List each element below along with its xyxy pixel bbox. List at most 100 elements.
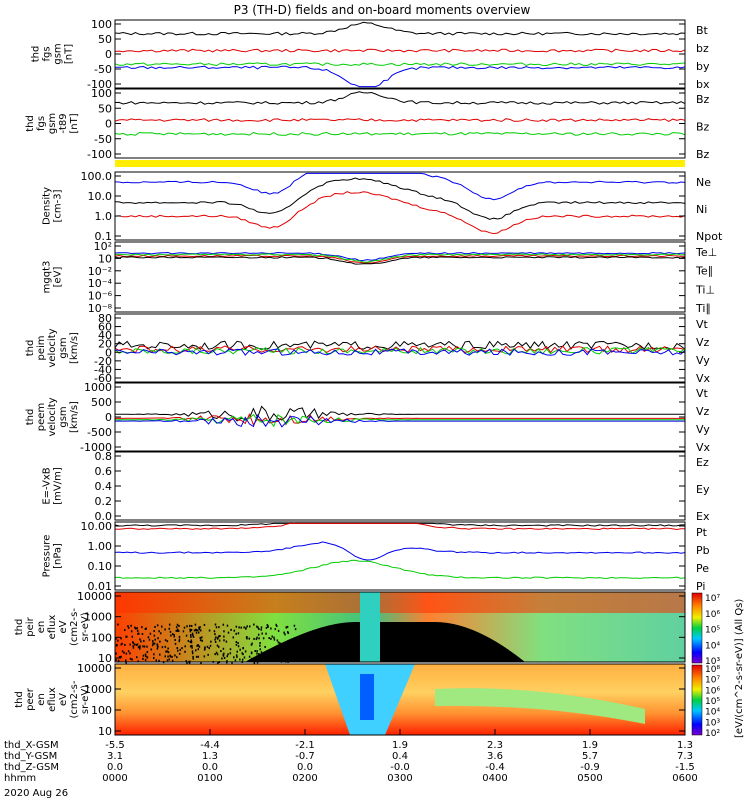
spectrogram-ion-dot <box>262 637 265 640</box>
spectrogram-ion-dot <box>240 626 242 629</box>
ylabel-density: Density <box>42 187 53 225</box>
spectrogram-ion-dot <box>259 644 261 647</box>
legend-peem_velocity-Vz: Vz <box>696 405 710 418</box>
colorbar-tick-electron: 10² <box>705 729 720 739</box>
spectrogram-ion-dot <box>152 640 154 643</box>
spectrogram-ion-dot <box>214 640 217 643</box>
spectrogram-ion-dot <box>160 625 163 628</box>
ylabel-peir_eflux: en <box>36 621 47 634</box>
spectrogram-ion-dot <box>145 627 147 630</box>
series-line-peim_velocity-0 <box>114 340 686 351</box>
spectrogram-ion-void <box>245 622 525 662</box>
legend-fgs_gsm_t89-Bz: Bz <box>696 121 710 134</box>
ytick-label-efield: 0.2 <box>95 495 113 508</box>
spectrogram-ion-dot <box>235 643 238 646</box>
series-line-fgs_gsm_t89-2 <box>114 131 686 136</box>
spectrogram-ion-dot <box>276 652 278 655</box>
spectrogram-electron-core <box>360 674 374 720</box>
spectrogram-ion-dot <box>153 634 156 637</box>
panel-fgs_gsm: 100 50 0 -50 -100 thd fgs gsm [nT] Bt bz by bx <box>31 18 710 91</box>
xtick-label: 0.4 <box>392 751 408 762</box>
spectrogram-ion-dot <box>127 625 129 628</box>
spectrogram-ion-dot <box>153 642 156 645</box>
spectrogram-ion-dot <box>148 638 151 641</box>
plot-frame-peir_eflux <box>114 591 686 663</box>
series-line-density-2 <box>114 172 686 201</box>
spectrogram-ion-dot <box>171 633 174 636</box>
spectrogram-ion-dot <box>166 650 168 653</box>
spectrogram-ion-dot <box>173 635 176 638</box>
spectrogram-ion-dot <box>158 659 160 662</box>
spectrogram-ion-dot <box>201 636 203 639</box>
xaxis-row-label: hhmm <box>4 773 36 784</box>
spectrogram-ion-dot <box>216 637 219 640</box>
spectrogram-ion-dot <box>220 650 222 653</box>
spectrogram-ion-dot <box>191 646 193 649</box>
spectrogram-ion-dot <box>261 632 263 635</box>
spectrogram-ion-dot <box>144 655 147 658</box>
xtick-label: 0.0 <box>297 762 313 773</box>
legend-temperature-Ti∥: Ti∥ <box>695 302 711 315</box>
ytick-label-efield: 0.4 <box>95 480 113 493</box>
spectrogram-ion-hi <box>115 592 685 613</box>
xaxis-row-label: thd_X-GSM <box>4 740 59 751</box>
spectrogram-ion-dot <box>191 632 194 635</box>
spectrogram-ion-dot <box>256 625 258 628</box>
spectrogram-ion-dot <box>139 638 141 641</box>
spectrogram-ion-dot <box>189 630 192 633</box>
spectrogram-ion-dot <box>292 658 294 661</box>
spectrogram-ion-dot <box>215 651 218 654</box>
ylabel-peem_velocity: thd <box>25 409 36 426</box>
spectrogram-ion-dot <box>227 631 230 634</box>
spectrogram-ion-dot <box>125 652 128 655</box>
legend-density-Ne: Ne <box>696 176 711 189</box>
spectrogram-ion-dot <box>140 640 142 643</box>
spectrogram-ion-dot <box>117 659 120 662</box>
ylabel-pressure: [nPa] <box>53 543 64 569</box>
ylabel-fgs_gsm: fgs <box>42 46 53 61</box>
ytick-label-fgs_gsm_t89: -100 <box>87 148 112 161</box>
spectrogram-ion-dot <box>293 624 296 627</box>
xtick-label: 0200 <box>292 773 317 784</box>
spectrogram-ion-dot <box>274 648 276 651</box>
xtick-label: 1.9 <box>392 740 408 751</box>
spectrogram-ion-dot <box>244 650 247 653</box>
spectrogram-ion-dot <box>167 647 169 650</box>
spectrogram-ion-dot <box>151 644 154 647</box>
legend-fgs_gsm-Bt: Bt <box>696 24 709 37</box>
spectrogram-ion-dot <box>164 655 166 658</box>
spectrogram-ion-dot <box>268 653 271 656</box>
ylabel-pressure: Pressure <box>42 535 53 578</box>
ytick-label-efield: 0.6 <box>95 465 113 478</box>
spectrogram-ion-dot <box>117 623 119 626</box>
ylabel-peir_eflux: sr-eV) <box>80 612 91 641</box>
spectrogram-ion-dot <box>225 640 228 643</box>
spectrogram-ion-dot <box>270 627 272 630</box>
ytick-label-peem_velocity: -1000 <box>80 441 112 454</box>
spectrogram-ion-dot <box>250 652 253 655</box>
ytick-label-fgs_gsm_t89: 0 <box>105 118 112 131</box>
spectrogram-ion-dot <box>214 623 217 626</box>
ylabel-peir_eflux: eV <box>58 620 69 633</box>
ytick-label-fgs_gsm: 0 <box>105 48 112 61</box>
spectrogram-ion-dot <box>210 640 212 643</box>
spectrogram-ion-dot <box>229 652 232 655</box>
spectrogram-ion-dot <box>199 639 202 642</box>
ylabel-peem_velocity: gsm <box>58 406 69 427</box>
ylabel-peer_eflux: sr-eV) <box>80 685 91 714</box>
spectrogram-ion-dot <box>199 626 201 629</box>
spectrogram-ion-dot <box>142 645 144 648</box>
colorbar-tick-electron: 10⁴ <box>705 708 720 718</box>
spectrogram-ion-dot <box>195 628 197 631</box>
ylabel-fgs_gsm_t89: -t89 <box>58 113 69 133</box>
spectrogram-ion-dot <box>223 630 225 633</box>
spectrogram-ion-dot <box>219 635 221 638</box>
spectrogram-ion-dot <box>279 653 281 656</box>
plot-area-density <box>114 172 686 235</box>
spectrogram-ion-dot <box>287 632 290 635</box>
ylabel-density: [cm-3] <box>53 189 64 222</box>
spectrogram-ion-dot <box>253 623 255 626</box>
series-line-temperature-3 <box>114 253 686 263</box>
spectrogram-ion-dot <box>133 643 136 646</box>
legend-pressure-Pe: Pe <box>696 562 709 575</box>
